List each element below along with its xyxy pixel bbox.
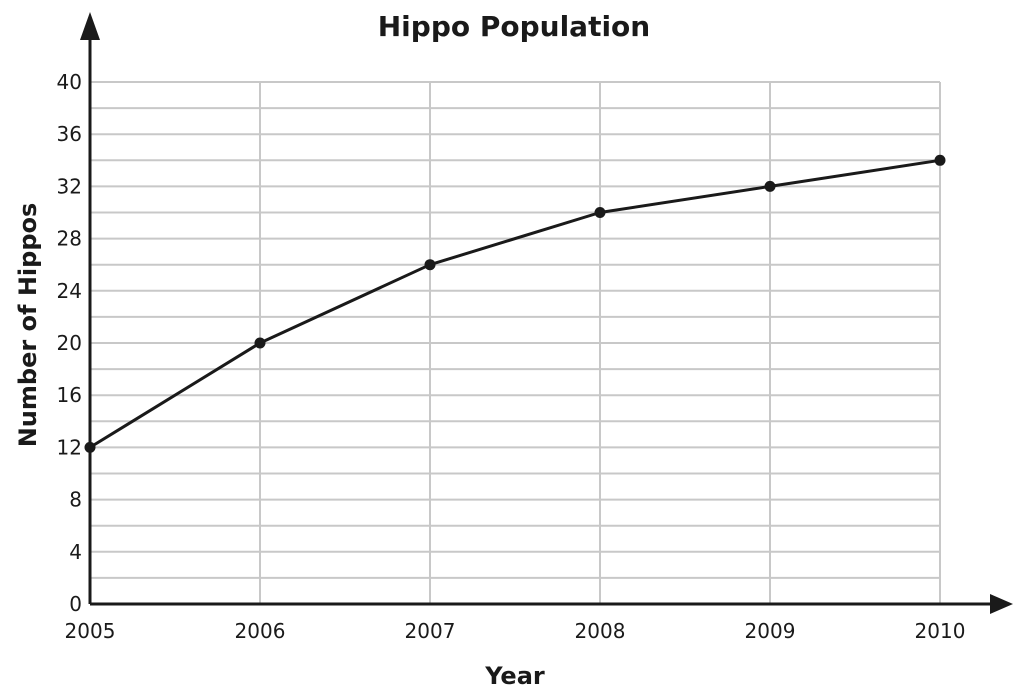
y-tick-label: 16 [57, 383, 82, 407]
y-tick-label: 24 [57, 279, 82, 303]
x-tick-label: 2008 [575, 619, 626, 643]
x-tick-label: 2005 [65, 619, 116, 643]
chart-title: Hippo Population [378, 10, 650, 43]
y-tick-label: 36 [57, 122, 82, 146]
x-axis-arrow [990, 594, 1013, 614]
series [84, 154, 946, 453]
y-tick-label: 0 [69, 592, 82, 616]
x-axis-label: Year [484, 662, 545, 689]
y-tick-label: 28 [57, 227, 82, 251]
data-point [84, 441, 96, 453]
data-point [934, 154, 946, 166]
y-axis-arrow [80, 12, 100, 40]
data-point [424, 259, 436, 271]
y-tick-label: 20 [57, 331, 82, 355]
y-axis-label: Number of Hippos [14, 203, 42, 448]
x-tick-label: 2009 [745, 619, 796, 643]
axes [80, 12, 1013, 614]
data-point [254, 337, 266, 349]
x-tick-labels: 2005 2006 2007 2008 2009 2010 [65, 619, 966, 643]
y-tick-labels: 0 4 8 12 16 20 24 28 32 36 40 [57, 70, 82, 616]
grid [90, 81, 941, 604]
y-tick-label: 8 [69, 488, 82, 512]
y-tick-label: 40 [57, 70, 82, 94]
x-tick-label: 2010 [915, 619, 966, 643]
y-tick-label: 12 [57, 435, 82, 459]
series-line [89, 158, 941, 449]
data-point [764, 180, 776, 192]
data-point [594, 207, 606, 218]
x-tick-label: 2007 [405, 619, 456, 643]
y-tick-label: 4 [69, 540, 82, 564]
y-tick-label: 32 [57, 174, 82, 198]
x-tick-label: 2006 [235, 619, 286, 643]
